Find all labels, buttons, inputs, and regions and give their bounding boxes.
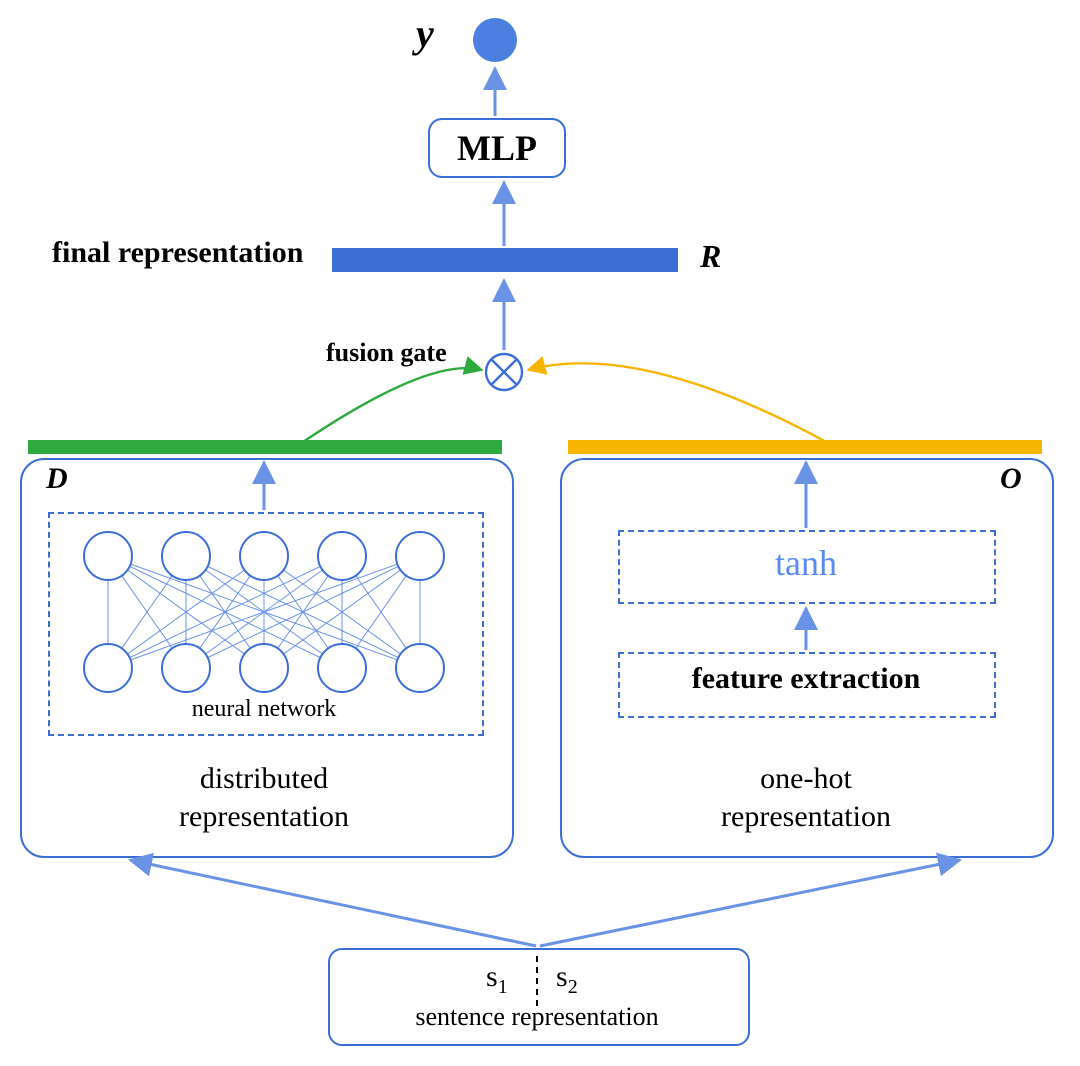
right-caption: one-hot representation xyxy=(656,760,956,835)
output-y-circle xyxy=(473,18,517,62)
neural-network-icon xyxy=(84,532,444,692)
right-caption-line1: one-hot xyxy=(760,762,852,795)
arrow-sentence-to-left xyxy=(130,860,536,946)
curve-orange-to-gate xyxy=(528,363,830,444)
sentence-caption: sentence representation xyxy=(415,1002,658,1032)
curve-green-to-gate xyxy=(300,368,482,444)
arrow-sentence-to-right xyxy=(540,860,960,946)
feature-extraction-label: feature extraction xyxy=(692,662,921,696)
tanh-label: tanh xyxy=(775,542,837,584)
svg-overlay xyxy=(0,0,1080,1066)
s2-label: s2 xyxy=(556,960,578,999)
D-label: D xyxy=(46,462,68,496)
diagram-stage: MLP xyxy=(0,0,1080,1066)
left-caption-line2: representation xyxy=(179,800,349,833)
fusion-gate-icon xyxy=(486,354,522,390)
right-caption-line2: representation xyxy=(721,800,891,833)
R-label: R xyxy=(700,238,721,275)
left-caption: distributed representation xyxy=(114,760,414,835)
final-representation-label: final representation xyxy=(52,236,303,270)
O-label: O xyxy=(1000,462,1022,496)
fusion-gate-label: fusion gate xyxy=(326,338,447,368)
s1-label: s1 xyxy=(486,960,508,999)
left-caption-line1: distributed xyxy=(200,762,328,795)
nn-label: neural network xyxy=(192,696,337,723)
y-label: y xyxy=(416,10,434,57)
